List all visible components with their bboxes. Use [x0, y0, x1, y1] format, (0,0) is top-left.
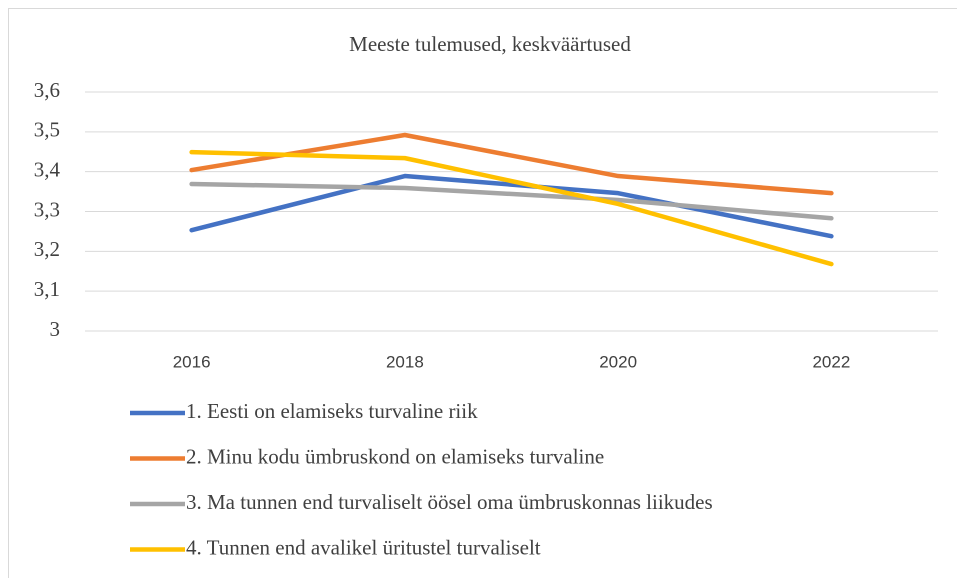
legend-label: 4. Tunnen end avalikel üritustel turvali…: [186, 535, 541, 559]
y-tick-label: 3,1: [34, 277, 60, 301]
y-tick-label: 3,2: [34, 237, 60, 261]
y-tick-label: 3,6: [34, 78, 60, 102]
y-tick-label: 3,3: [34, 197, 60, 221]
x-tick-label: 2020: [599, 352, 637, 371]
legend-label: 2. Minu kodu ümbruskond on elamiseks tur…: [186, 444, 604, 468]
y-tick-label: 3: [50, 317, 61, 341]
y-tick-label: 3,5: [34, 118, 60, 142]
series-line: [189, 181, 834, 221]
x-tick-label: 2018: [386, 352, 424, 371]
series-line: [189, 149, 834, 267]
legend-label: 3. Ma tunnen end turvaliselt öösel oma ü…: [186, 490, 713, 514]
legend-label: 1. Eesti on elamiseks turvaline riik: [186, 399, 478, 423]
chart-title: Meeste tulemused, keskväärtused: [349, 32, 631, 56]
chart-frame: [8, 8, 957, 578]
x-tick-label: 2022: [812, 352, 850, 371]
series-line: [189, 173, 834, 239]
series-line: [189, 132, 834, 196]
x-tick-label: 2016: [173, 352, 211, 371]
y-tick-label: 3,4: [34, 157, 61, 181]
